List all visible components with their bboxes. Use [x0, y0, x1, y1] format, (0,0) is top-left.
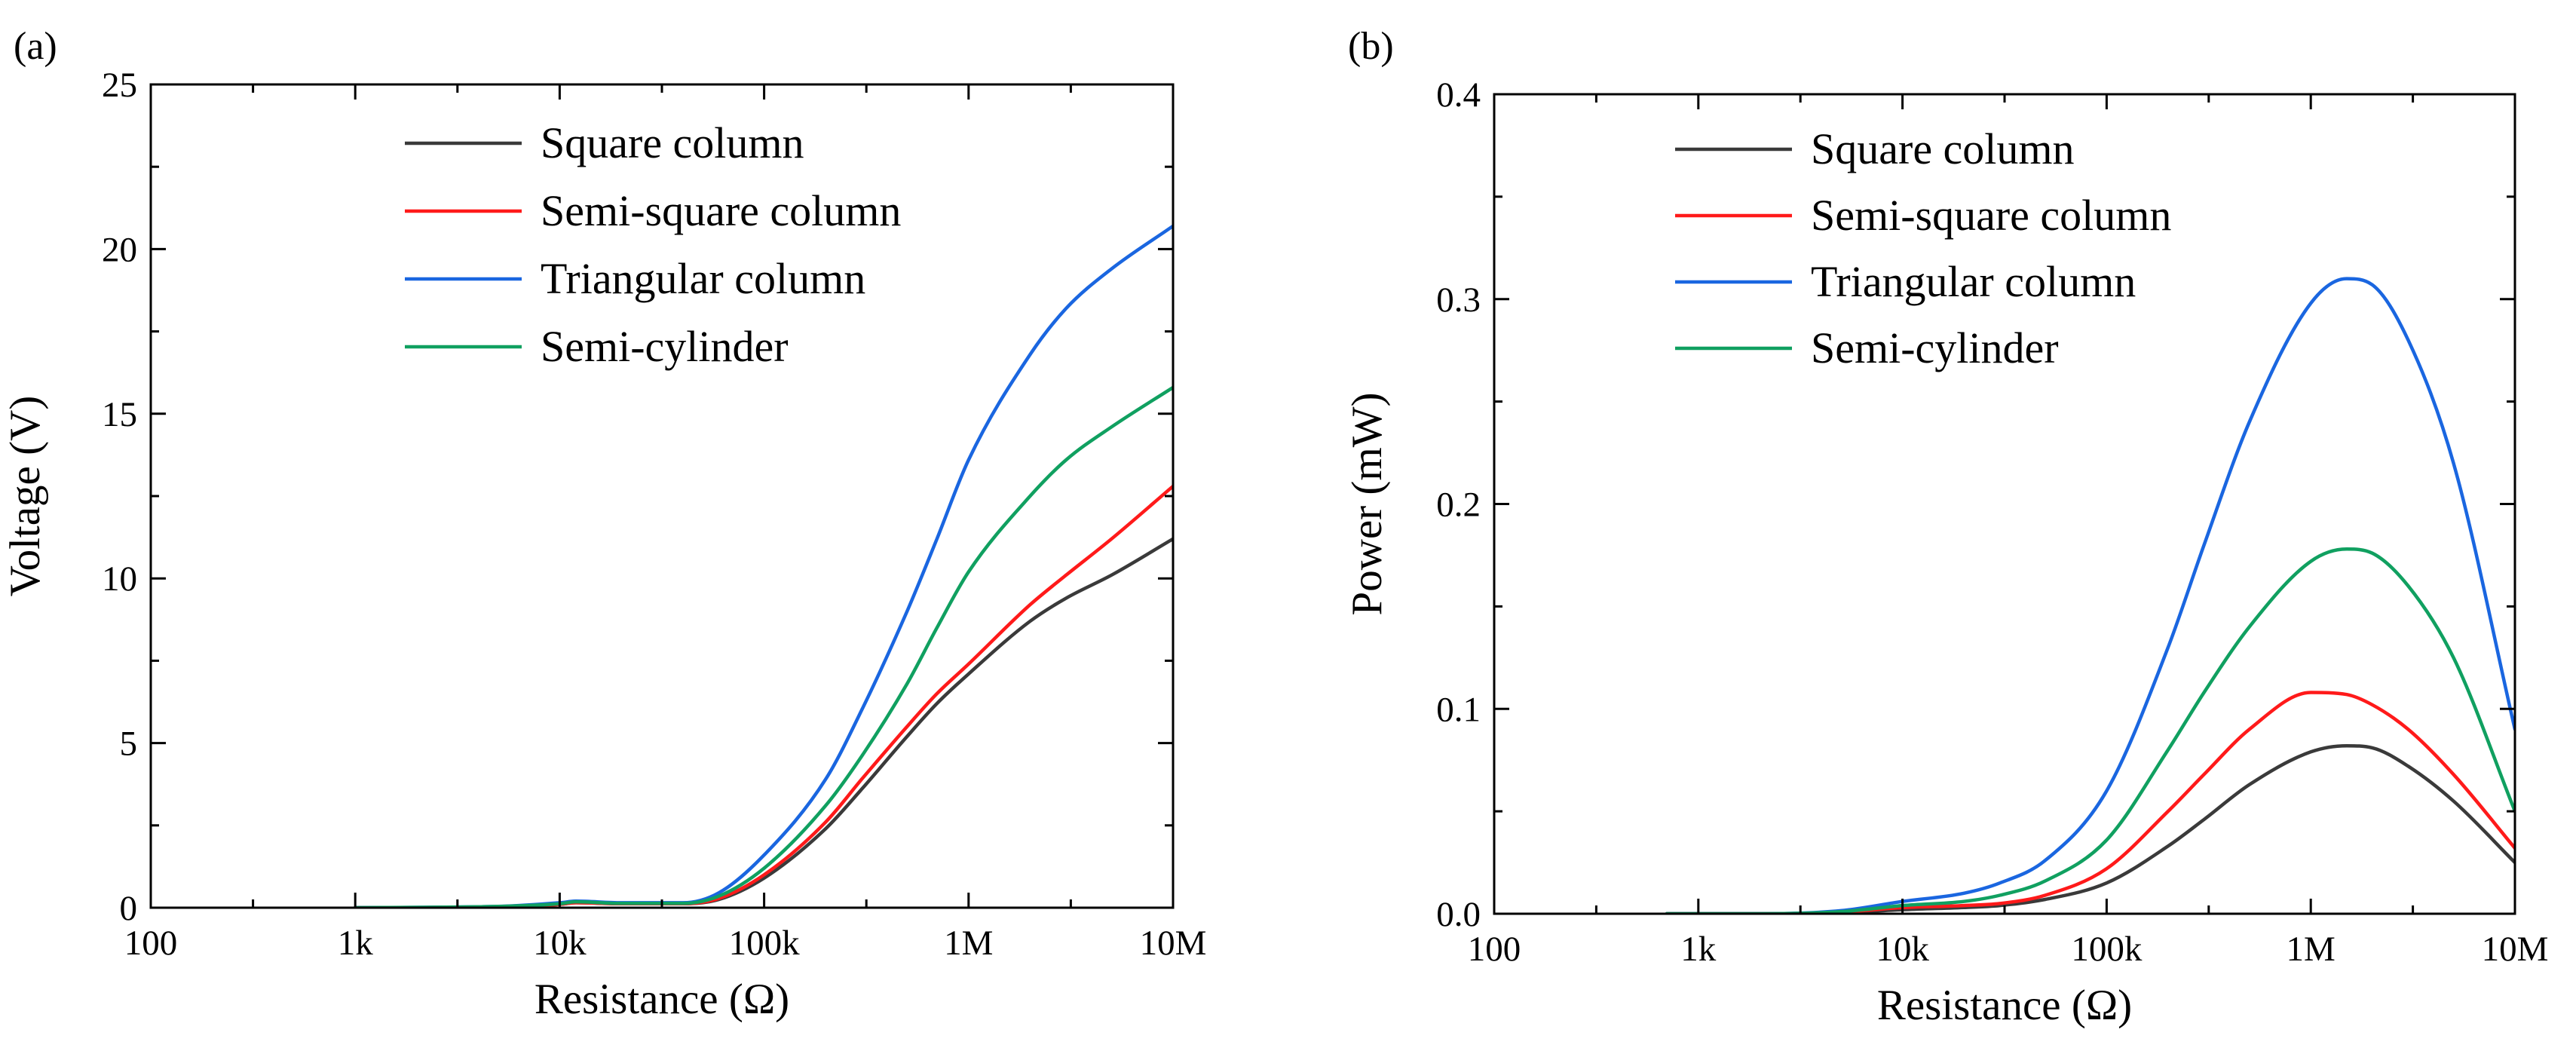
panel-b-series-line-1 — [1665, 743, 2515, 914]
panel-a-label: (a) — [14, 25, 57, 68]
panel-a-x-tick-label: 10k — [533, 924, 587, 963]
panel-a-legend: Square column Semi-square column Triangula… — [405, 118, 901, 371]
panel-b-y-tick-label: 0.4 — [1436, 75, 1481, 115]
panel-a-y-tick-label: 5 — [120, 725, 138, 764]
panel-b-legend-item: Square column — [1675, 124, 2075, 173]
panel-a-y-tick-label: 0 — [120, 889, 138, 928]
panel-a-legend-item: Square column — [405, 118, 804, 167]
panel-b-x-tick-label: 100k — [2071, 930, 2143, 969]
panel-b: (b) 100 1k 10k 100k 1M 10M 0.0 0.1 0.2 0.3 0.4 Squ… — [1343, 25, 2548, 1029]
panel-a-x-tick-label: 1M — [944, 924, 993, 963]
panel-a-y-tick-label: 10 — [102, 559, 137, 599]
panel-a-legend-label: Semi-cylinder — [541, 322, 789, 371]
panel-a-plot — [353, 224, 1173, 908]
panel-a-y-tick-label: 25 — [102, 66, 137, 105]
panel-b-legend-label: Semi-cylinder — [1811, 323, 2059, 372]
panel-b-y-tick-label: 0.3 — [1436, 280, 1481, 320]
panel-b-x-tick-label: 10k — [1876, 930, 1929, 969]
panel-b-x-axis-title: Resistance (Ω) — [1877, 982, 2132, 1029]
panel-a-legend-label: Triangular column — [541, 254, 865, 303]
panel-a-x-tick-label: 10M — [1140, 924, 1207, 963]
panel-a-ticks: 100 1k 10k 100k 1M 10M 0 5 10 15 20 25 — [102, 66, 1206, 963]
panel-a-series-line-1 — [353, 537, 1173, 908]
panel-a-x-tick-label: 100k — [729, 924, 801, 963]
panel-a-series-line-2 — [353, 484, 1173, 908]
panel-a-series-line-4 — [353, 385, 1173, 908]
panel-b-x-tick-label: 1k — [1680, 930, 1717, 969]
panel-a-y-tick-label: 20 — [102, 230, 137, 269]
panel-a-legend-item: Triangular column — [405, 254, 865, 303]
panel-b-ticks: 100 1k 10k 100k 1M 10M 0.0 0.1 0.2 0.3 0.4 — [1436, 75, 2548, 969]
panel-a-y-tick-label: 15 — [102, 395, 137, 434]
panel-b-legend-label: Square column — [1811, 124, 2075, 173]
panel-a-y-axis-title: Voltage (V) — [2, 396, 49, 596]
panel-a-x-axis-title: Resistance (Ω) — [534, 976, 789, 1023]
panel-a-legend-item: Semi-square column — [405, 186, 901, 235]
panel-a-x-tick-label: 100 — [124, 924, 178, 963]
panel-a-x-tick-label: 1k — [338, 924, 374, 963]
panel-a-legend-label: Square column — [541, 118, 804, 167]
panel-a-legend-label: Semi-square column — [541, 186, 901, 235]
panel-a: (a) 100 1k 10k 100k 1M 10M 0 5 10 15 20 25 Square c… — [2, 25, 1206, 1023]
panel-b-y-axis-title: Power (mW) — [1343, 393, 1391, 616]
panel-b-y-tick-label: 0.2 — [1436, 486, 1481, 525]
panel-b-plot — [1665, 277, 2515, 914]
panel-b-label: (b) — [1348, 25, 1394, 68]
panel-b-legend-item: Semi-cylinder — [1675, 323, 2059, 372]
panel-b-y-tick-label: 0.0 — [1436, 895, 1481, 934]
panel-b-series-line-2 — [1665, 691, 2515, 914]
panel-a-legend-item: Semi-cylinder — [405, 322, 789, 371]
panel-b-series-line-3 — [1665, 277, 2515, 914]
panel-b-x-tick-label: 10M — [2482, 930, 2549, 969]
panel-b-legend-item: Semi-square column — [1675, 191, 2171, 240]
panel-b-legend-item: Triangular column — [1675, 257, 2136, 306]
panel-b-series-line-4 — [1665, 547, 2515, 914]
panel-b-x-tick-label: 100 — [1468, 930, 1521, 969]
panel-b-legend: Square column Semi-square column Triangula… — [1675, 124, 2171, 372]
panel-b-legend-label: Semi-square column — [1811, 191, 2171, 240]
panel-b-x-tick-label: 1M — [2287, 930, 2336, 969]
panel-b-legend-label: Triangular column — [1811, 257, 2136, 306]
panel-b-y-tick-label: 0.1 — [1436, 690, 1481, 729]
